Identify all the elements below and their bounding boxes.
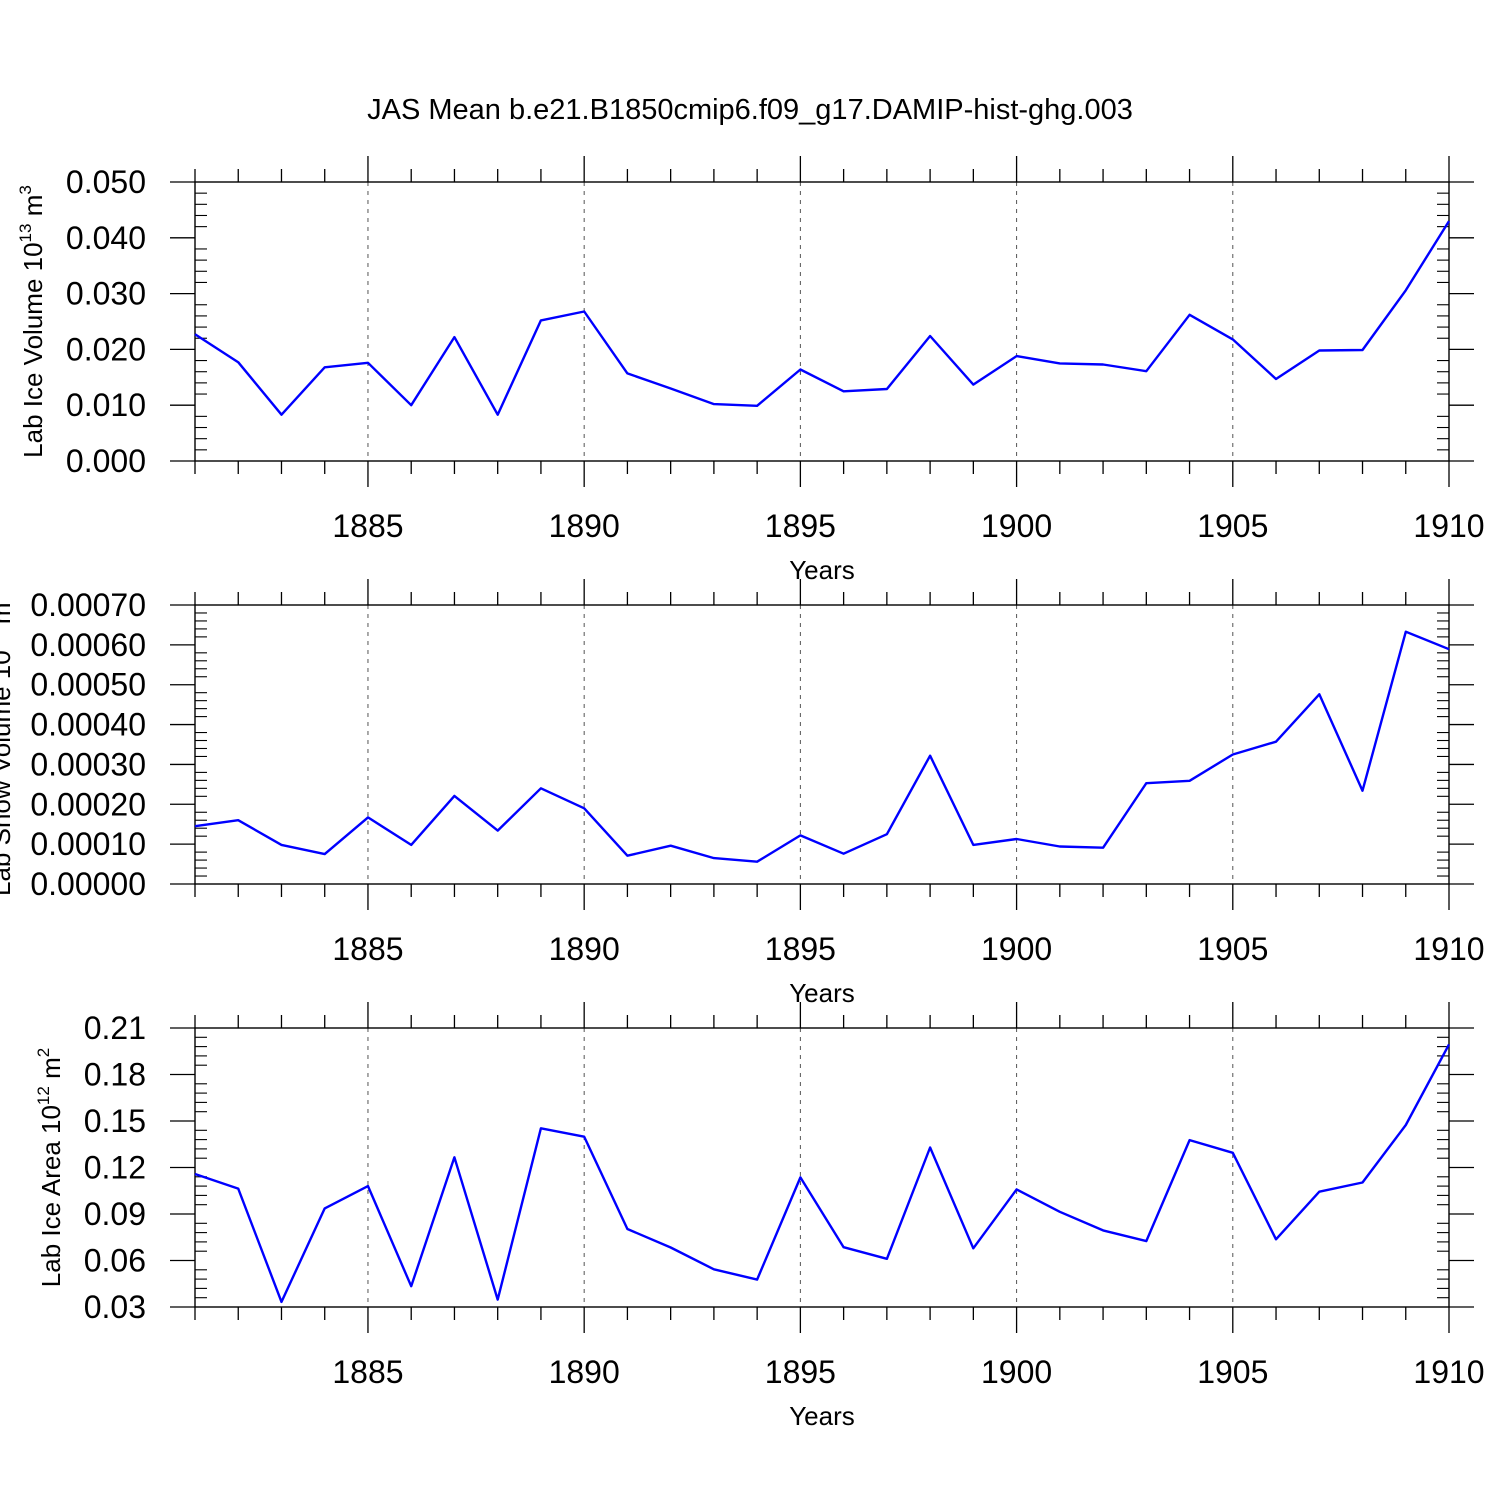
ice-area-y-axis-title: Lab Ice Area 1012 m2 [34, 1048, 66, 1287]
ice-volume-y-axis-title-sup: 3 [16, 185, 35, 194]
ice-area-y-tick-label: 0.18 [84, 1057, 146, 1093]
ice-area-y-tick-label: 0.06 [84, 1243, 146, 1279]
snow-volume-series-line [194, 630, 1450, 863]
snow-volume-y-axis-title-sup: 3 [0, 593, 3, 602]
panels: 0.000 0.010 0.020 0.030 0.040 0.050 1885 1890 18… [0, 156, 1485, 1431]
ice-volume-y-tick-label: 0.010 [66, 387, 146, 423]
ice-volume-x-axis-title: Years [789, 555, 855, 585]
snow-volume-x-tick-label: 1910 [1413, 931, 1484, 967]
snow-volume-y-axis-title-part: m [0, 602, 16, 631]
ice-area-y-tick-label: 0.12 [84, 1150, 146, 1186]
snow-volume-y-tick-label: 0.00020 [30, 786, 146, 822]
snow-volume-y-tick-label: 0.00040 [30, 707, 146, 743]
ice-area-series-line [194, 1043, 1451, 1304]
ice-volume-y-tick-label: 0.020 [66, 331, 146, 367]
ice-area-x-tick-label: 1910 [1413, 1354, 1484, 1390]
ice-volume-y-axis-title-sup: 13 [16, 224, 35, 243]
snow-volume-y-tick-label: 0.00000 [30, 866, 146, 902]
ice-volume-frame [194, 181, 1450, 462]
ice-volume-x-tick-label: 1910 [1413, 508, 1484, 544]
ice-area-x-axis-title: Years [789, 1401, 855, 1431]
snow-volume-frame [194, 604, 1450, 885]
ice-volume-panel: 0.000 0.010 0.020 0.030 0.040 0.050 1885 1890 18… [16, 156, 1485, 585]
ice-volume-x-tick-label: 1905 [1197, 508, 1268, 544]
snow-volume-y-axis-title: Lab Snow Volume 1013 m3 [0, 593, 16, 896]
ice-volume-y-axis-title-part: Lab Ice Volume 10 [18, 242, 48, 457]
ice-volume-y-tick-label: 0.040 [66, 220, 146, 256]
ice-volume-y-axis-title-part: m [18, 195, 48, 224]
snow-volume-y-axis-title-part: Lab Snow Volume 10 [0, 650, 16, 896]
ice-area-y-tick-label: 0.03 [84, 1289, 146, 1325]
ice-volume-y-tick-label: 0.000 [66, 443, 146, 479]
ice-area-x-tick-label: 1890 [549, 1354, 620, 1390]
ice-volume-y-axis-title: Lab Ice Volume 1013 m3 [16, 185, 48, 458]
ice-volume-y-tick-label: 0.030 [66, 276, 146, 312]
snow-volume-y-axis-title-sup: 13 [0, 631, 3, 650]
ice-area-y-tick-label: 0.15 [84, 1103, 146, 1139]
ice-area-y-tick-label: 0.21 [84, 1010, 146, 1046]
snow-volume-x-tick-label: 1895 [765, 931, 836, 967]
snow-volume-x-tick-label: 1905 [1197, 931, 1268, 967]
ice-volume-x-tick-label: 1885 [332, 508, 403, 544]
snow-volume-x-tick-label: 1885 [332, 931, 403, 967]
ice-area-y-axis-title-part: m [36, 1057, 66, 1086]
ice-area-y-tick-label: 0.09 [84, 1196, 146, 1232]
figure-title: JAS Mean b.e21.B1850cmip6.f09_g17.DAMIP-… [367, 94, 1133, 126]
snow-volume-y-tick-label: 0.00050 [30, 667, 146, 703]
snow-volume-y-tick-label: 0.00030 [30, 746, 146, 782]
ice-volume-x-tick-label: 1895 [765, 508, 836, 544]
ice-area-x-tick-label: 1905 [1197, 1354, 1268, 1390]
ice-volume-x-tick-label: 1900 [981, 508, 1052, 544]
ice-area-x-tick-label: 1885 [332, 1354, 403, 1390]
snow-volume-x-tick-label: 1900 [981, 931, 1052, 967]
ice-volume-series-line [194, 220, 1451, 416]
ice-area-y-axis-title-sup: 12 [34, 1086, 53, 1105]
snow-volume-x-axis-title: Years [789, 978, 855, 1008]
ice-area-frame [194, 1027, 1450, 1308]
ice-area-y-axis-title-part: Lab Ice Area 10 [36, 1105, 66, 1287]
snow-volume-y-tick-label: 0.00070 [30, 587, 146, 623]
snow-volume-y-tick-label: 0.00060 [30, 627, 146, 663]
ice-area-x-tick-label: 1895 [765, 1354, 836, 1390]
ice-area-y-axis-title-sup: 2 [34, 1048, 53, 1057]
ice-volume-x-tick-label: 1890 [549, 508, 620, 544]
snow-volume-y-tick-label: 0.00010 [30, 826, 146, 862]
ice-area-x-tick-label: 1900 [981, 1354, 1052, 1390]
ice-area-panel: 0.03 0.06 0.09 0.12 0.15 0.18 0.21 1885 1890 1895… [34, 1002, 1485, 1431]
ice-volume-y-tick-label: 0.050 [66, 164, 146, 200]
snow-volume-x-tick-label: 1890 [549, 931, 620, 967]
